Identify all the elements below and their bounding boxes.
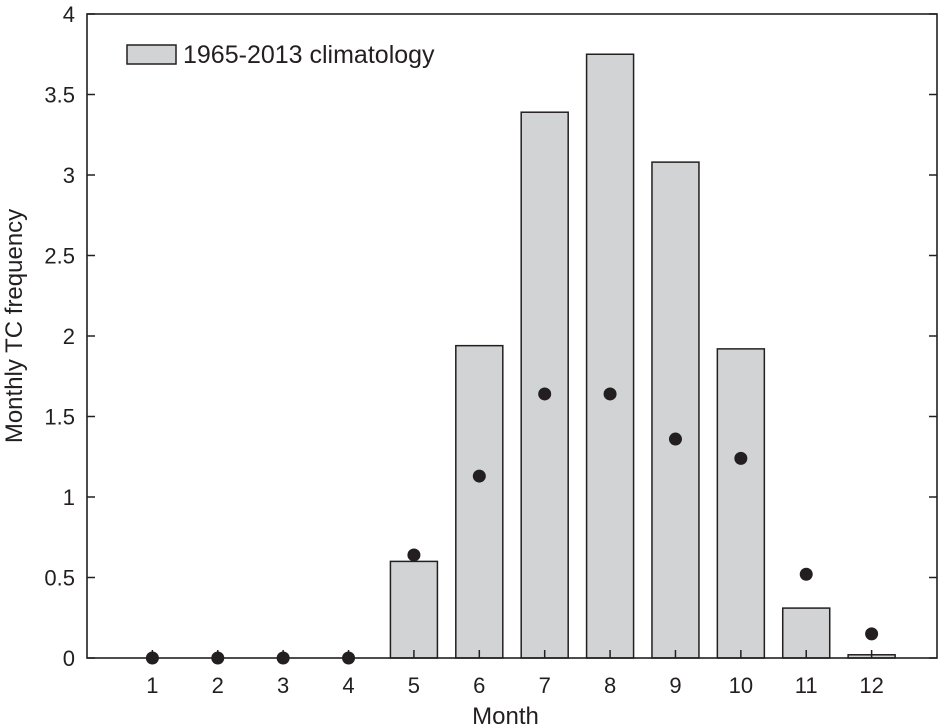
bar-month-10 xyxy=(716,348,766,659)
x-tick-label: 9 xyxy=(669,673,681,698)
x-tick-label: 12 xyxy=(859,673,883,698)
bar-month-6 xyxy=(455,344,504,659)
y-tick-label: 0 xyxy=(63,646,75,671)
point-month-7 xyxy=(538,387,552,401)
point-month-6 xyxy=(472,469,486,483)
dots-layer xyxy=(145,387,879,665)
legend-label: 1965-2013 climatology xyxy=(183,41,435,69)
x-tick-label: 1 xyxy=(146,673,158,698)
x-tick-label: 4 xyxy=(342,673,354,698)
bar-month-11 xyxy=(781,607,831,659)
y-axis-title: Monthly TC frequency xyxy=(1,209,28,443)
x-axis: 1 2 3 4 5 6 7 8 9 10 11 12 xyxy=(146,650,884,698)
y-tick-label: 4 xyxy=(63,2,75,27)
y-tick-label: 2.5 xyxy=(44,244,75,269)
y-tick-label: 3.5 xyxy=(44,83,75,108)
y-tick-label: 2 xyxy=(63,324,75,349)
bar-month-9 xyxy=(651,161,700,659)
x-tick-label: 10 xyxy=(729,673,753,698)
x-tick-label: 8 xyxy=(604,673,616,698)
y-tick-label: 0.5 xyxy=(44,566,75,591)
point-month-10 xyxy=(734,451,748,465)
plot-frame xyxy=(86,13,938,659)
y-tick-label: 1.5 xyxy=(44,405,75,430)
bars-layer xyxy=(389,53,896,659)
point-month-5 xyxy=(407,548,421,562)
bar-month-8 xyxy=(585,53,635,659)
x-axis-title: Month xyxy=(472,703,539,728)
x-tick-label: 3 xyxy=(277,673,289,698)
x-tick-label: 7 xyxy=(539,673,551,698)
x-tick-label: 11 xyxy=(795,673,818,698)
y-tick-label: 3 xyxy=(63,163,75,188)
legend-swatch xyxy=(126,44,177,65)
x-tick-label: 5 xyxy=(408,673,420,698)
point-month-9 xyxy=(668,432,682,446)
y-tick-label: 1 xyxy=(63,485,75,510)
point-month-12 xyxy=(865,627,879,641)
legend: 1965-2013 climatology xyxy=(126,41,435,69)
point-month-11 xyxy=(799,567,813,581)
bar-month-7 xyxy=(520,111,569,659)
bar-month-5 xyxy=(389,560,439,659)
point-month-8 xyxy=(603,387,617,401)
y-axis: 0 0.5 1 1.5 2 2.5 3 3.5 4 xyxy=(44,2,937,671)
x-tick-label: 6 xyxy=(473,673,485,698)
x-tick-label: 2 xyxy=(212,673,224,698)
